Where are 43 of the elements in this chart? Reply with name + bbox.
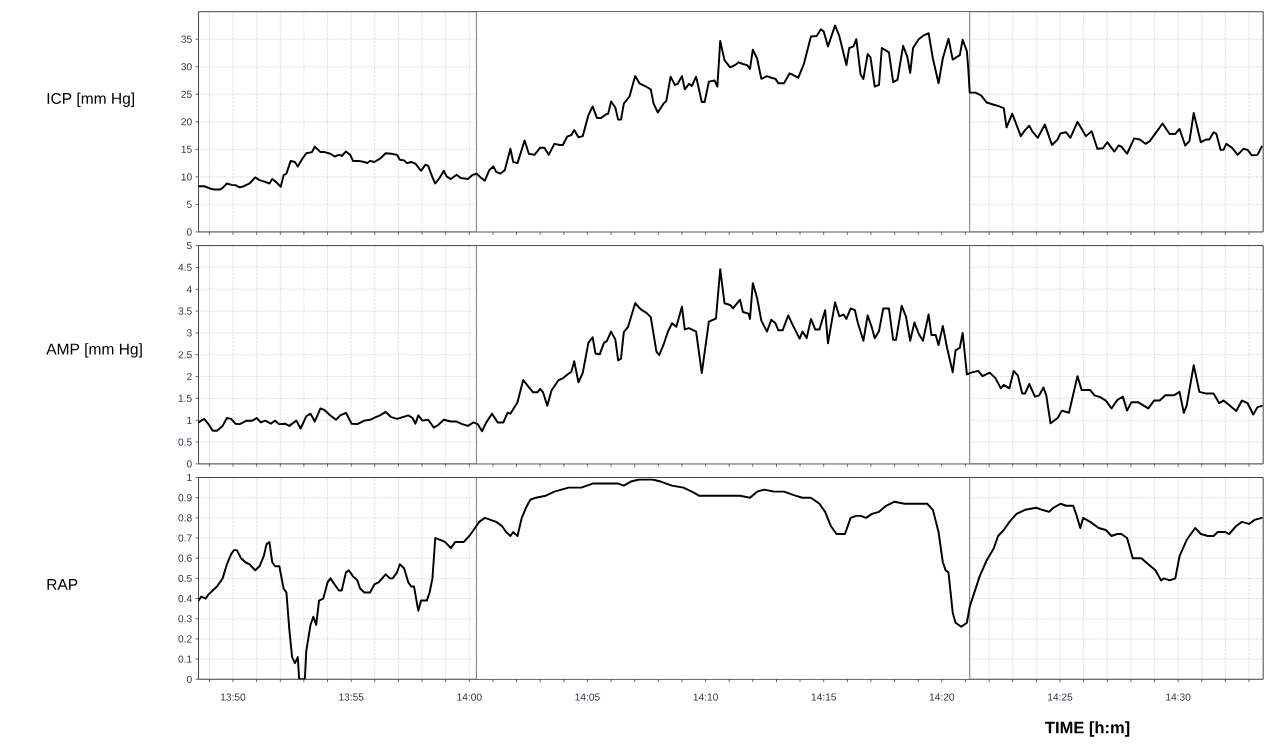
y-tick-label: 35 xyxy=(181,35,192,43)
y-tick-label: 1.5 xyxy=(178,394,192,402)
y-axis-title: RAP xyxy=(47,578,78,590)
y-tick-label: 0.2 xyxy=(178,635,192,643)
x-tick-label: 14:15 xyxy=(811,693,837,701)
y-tick-label: 0.5 xyxy=(178,574,192,582)
y-tick-label: 0.6 xyxy=(178,554,192,562)
y-tick-label: 5 xyxy=(186,200,192,208)
y-tick-label: 2.5 xyxy=(178,350,192,359)
y-tick-label: 0 xyxy=(186,228,192,236)
x-tick-label: 14:30 xyxy=(1166,693,1191,701)
y-tick-label: 25 xyxy=(181,90,192,98)
x-tick-label: 13:50 xyxy=(221,693,246,701)
y-axis-title: AMP [mm Hg] xyxy=(46,342,142,358)
y-tick-label: 0.7 xyxy=(178,534,192,542)
x-tick-label: 14:25 xyxy=(1048,693,1073,701)
y-tick-label: 0.5 xyxy=(178,438,192,446)
y-tick-label: 5 xyxy=(186,241,192,249)
y-tick-label: 0.4 xyxy=(178,594,192,602)
x-tick-label: 14:00 xyxy=(457,693,482,701)
y-axis-title: ICP [mm Hg] xyxy=(47,92,134,107)
y-tick-label: 0 xyxy=(186,675,192,683)
x-axis-title: TIME [h:m] xyxy=(1045,721,1130,737)
x-tick-label: 14:20 xyxy=(929,693,955,701)
y-tick-label: 0.9 xyxy=(178,493,192,502)
y-tick-label: 0.1 xyxy=(178,655,192,663)
x-tick-label: 14:10 xyxy=(693,693,718,701)
y-tick-label: 4.5 xyxy=(178,263,192,271)
y-tick-label: 20 xyxy=(181,117,192,126)
y-tick-label: 15 xyxy=(181,145,192,153)
y-tick-label: 2 xyxy=(187,372,192,380)
y-tick-label: 10 xyxy=(181,173,192,181)
y-tick-label: 1 xyxy=(187,473,192,481)
y-tick-label: 0.3 xyxy=(178,614,192,623)
y-tick-label: 3.5 xyxy=(178,307,192,315)
y-tick-label: 1 xyxy=(187,416,192,424)
y-tick-label: 30 xyxy=(181,62,192,71)
y-tick-label: 3 xyxy=(186,329,192,337)
y-tick-label: 4 xyxy=(186,285,192,293)
x-tick-label: 13:55 xyxy=(339,693,364,701)
x-tick-label: 14:05 xyxy=(575,693,600,701)
y-tick-label: 0 xyxy=(186,460,192,468)
y-tick-label: 0.8 xyxy=(178,514,192,522)
